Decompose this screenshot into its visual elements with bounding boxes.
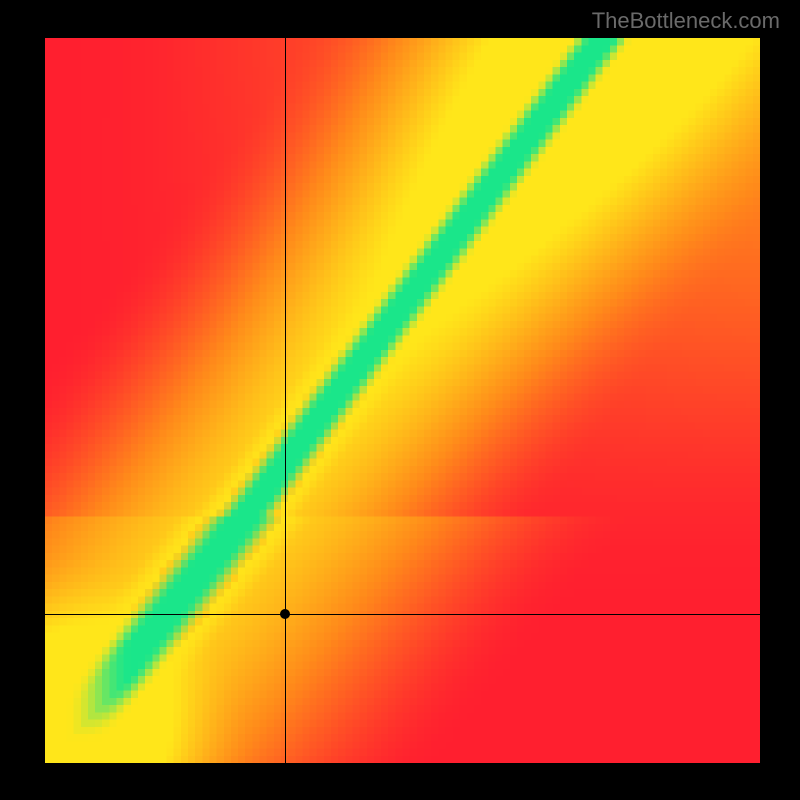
crosshair-horizontal	[45, 614, 760, 615]
crosshair-vertical	[285, 38, 286, 763]
chart-container: TheBottleneck.com	[0, 0, 800, 800]
crosshair-marker	[280, 609, 290, 619]
heatmap-canvas	[45, 38, 760, 763]
watermark-text: TheBottleneck.com	[592, 8, 780, 34]
plot-area	[45, 38, 760, 763]
